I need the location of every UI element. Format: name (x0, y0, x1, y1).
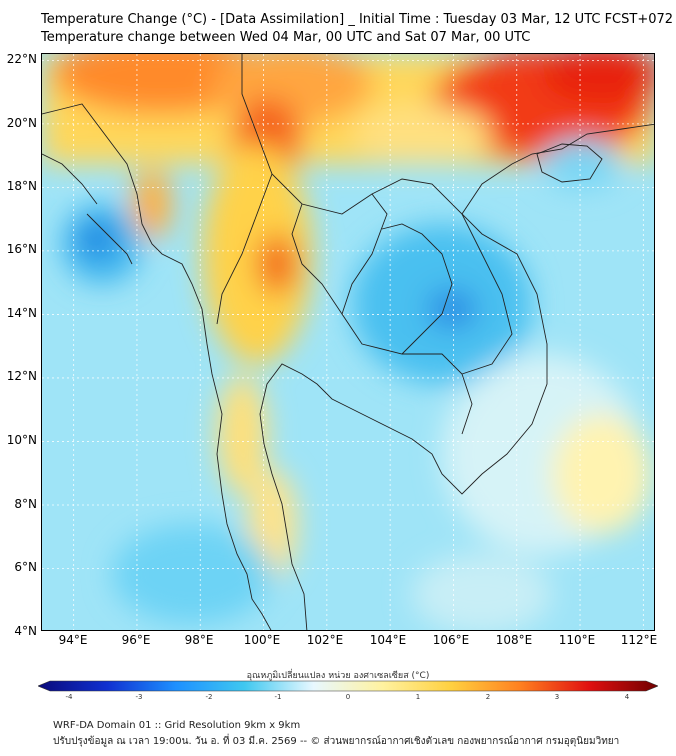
lat-label-12: 12°N (6, 369, 37, 383)
lat-label-18: 18°N (6, 179, 37, 193)
lon-label-100: 100°E (243, 633, 281, 647)
lon-label-108: 108°E (495, 633, 533, 647)
colorbar-tick-1: 1 (415, 693, 421, 701)
lat-label-10: 10°N (6, 433, 37, 447)
lon-label-102: 102°E (306, 633, 344, 647)
footer-line-2: ปรับปรุงข้อมูล ณ เวลา 19:00น. วัน อ. ที่… (53, 736, 620, 747)
colorbar-tick-2: 2 (485, 693, 491, 701)
lon-label-106: 106°E (432, 633, 470, 647)
colorbar-tick-m4: -4 (65, 693, 73, 701)
colorbar (38, 680, 658, 692)
lon-label-112: 112°E (620, 633, 658, 647)
lon-label-98: 98°E (184, 633, 214, 647)
colorbar-tick-m1: -1 (274, 693, 282, 701)
lon-label-94: 94°E (58, 633, 88, 647)
colorbar-tick-m2: -2 (205, 693, 213, 701)
colorbar-tick-m3: -3 (135, 693, 143, 701)
lat-label-8: 8°N (14, 497, 37, 511)
lat-label-6: 6°N (14, 560, 37, 574)
colorbar-title: อุณหภูมิเปลี่ยนแปลง หน่วย องศาเซลเซียส (… (246, 671, 430, 681)
title-line-1: Temperature Change (°C) - [Data Assimila… (41, 12, 674, 27)
coastlines (42, 54, 654, 630)
lon-label-104: 104°E (369, 633, 407, 647)
colorbar-tick-4: 4 (624, 693, 630, 701)
temperature-field (42, 54, 654, 630)
title-line-2: Temperature change between Wed 04 Mar, 0… (41, 30, 531, 45)
lat-label-14: 14°N (6, 306, 37, 320)
lat-label-4: 4°N (14, 624, 37, 638)
lat-label-20: 20°N (6, 116, 37, 130)
lon-label-110: 110°E (558, 633, 596, 647)
footer-line-1: WRF-DA Domain 01 :: Grid Resolution 9km … (53, 720, 301, 731)
colorbar-bar (38, 680, 658, 692)
lon-label-96: 96°E (121, 633, 151, 647)
colorbar-tick-0: 0 (345, 693, 351, 701)
colorbar-tick-3: 3 (554, 693, 560, 701)
lat-label-16: 16°N (6, 242, 37, 256)
lat-label-22: 22°N (6, 52, 37, 66)
graticule (42, 54, 654, 630)
temperature-change-map[interactable] (41, 53, 655, 631)
